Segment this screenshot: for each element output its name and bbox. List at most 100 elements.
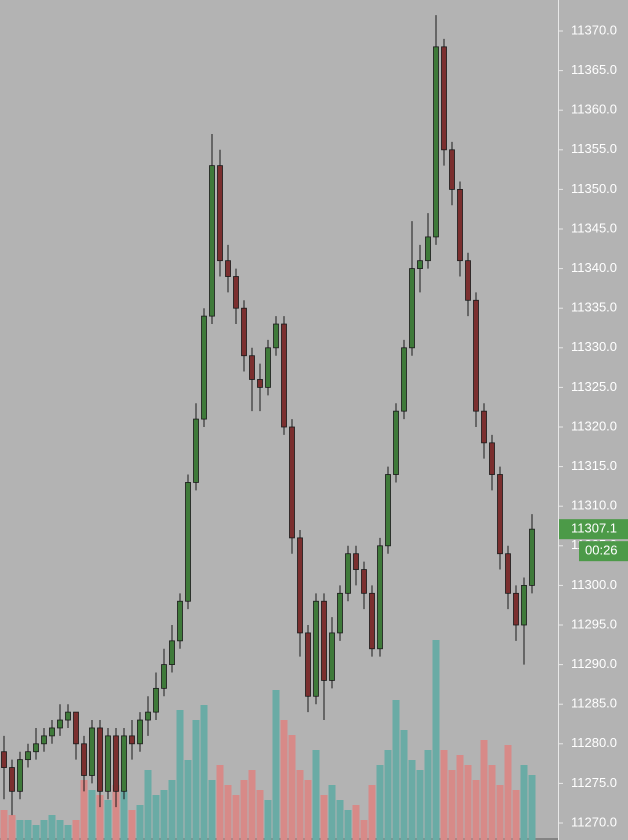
candle-body [465,260,471,301]
candle-body [89,727,95,776]
volume-bar [96,795,104,840]
volume-bar [504,745,512,840]
volume-bar [424,750,432,840]
candle-body [273,323,279,349]
candle-body [145,711,151,721]
volume-bar [304,780,312,840]
volume-bar [144,770,152,840]
volume-bar [40,820,48,840]
candle-body [417,260,423,269]
volume-bar [360,820,368,840]
candle-body [265,347,271,388]
volume-bar [48,815,56,840]
candle-body [297,537,303,634]
volume-bar [288,735,296,840]
candle-body [457,188,463,262]
candle-body [513,592,519,626]
y-tick-label: 11345.0 [571,220,617,235]
candle-body [473,299,479,412]
volume-bar [448,770,456,840]
volume-bar [352,805,360,840]
volume-bar [328,785,336,840]
volume-bar [520,765,528,840]
volume-bar [296,770,304,840]
candle-body [193,418,199,483]
candle-body [81,743,87,776]
volume-bar [496,785,504,840]
volume-bar [120,790,128,840]
volume-bar [216,765,224,840]
candle-body [361,569,367,594]
candle-body [505,553,511,594]
candle-body [289,426,295,539]
y-tick-label: 11280.0 [571,735,617,750]
volume-bar [432,640,440,840]
volume-bar [88,790,96,840]
volume-bar [320,795,328,840]
candle-body [137,719,143,745]
volume-bar [456,755,464,840]
volume-bar [280,720,288,840]
volume-bar [112,785,120,840]
candle-body [217,165,223,262]
volume-bar [208,780,216,840]
candle-body [305,632,311,697]
price-tag-label: 11307.1 [571,521,617,536]
volume-bar [464,765,472,840]
countdown-tag [579,541,628,562]
volume-bar [152,795,160,840]
y-tick-label: 11350.0 [571,181,617,196]
candle-body [449,149,455,190]
volume-bar [248,770,256,840]
candle-body [9,767,15,792]
y-tick-label: 11360.0 [571,102,617,117]
volume-bar [8,815,16,840]
candle-body [233,276,239,309]
candle-body [41,735,47,745]
candle-body [33,743,39,753]
y-tick-label: 11295.0 [571,616,617,631]
volume-bar [160,790,168,840]
y-tick-label: 11370.0 [571,22,617,37]
volume-bar [136,805,144,840]
candle-body [249,355,255,380]
volume-bar [176,710,184,840]
y-tick-label: 11315.0 [571,458,617,473]
volume-bar [184,760,192,840]
volume-bar [440,750,448,840]
volume-bar [232,795,240,840]
candle-body [113,735,119,792]
volume-bar [264,800,272,840]
volume-bar [80,780,88,840]
volume-bar [312,750,320,840]
candle-body [441,46,447,151]
y-tick-label: 11300.0 [571,577,617,592]
candle-body [481,410,487,444]
y-tick-label: 11290.0 [571,656,617,671]
candle-body [153,687,159,713]
candle-body [489,442,495,475]
candle-body [65,711,71,721]
volume-bar [64,825,72,840]
candle-body [57,719,63,729]
candle-body [73,711,79,745]
candle-body [225,260,231,277]
candle-body [49,727,55,737]
candle-body [201,315,207,420]
y-tick-label: 11275.0 [571,775,617,790]
candle-body [353,553,359,570]
volume-bar [24,820,32,840]
y-tick-label: 11330.0 [571,339,617,354]
y-tick-label: 11365.0 [571,62,617,77]
candle-body [329,632,335,681]
y-tick-label: 11320.0 [571,418,617,433]
candle-body [121,735,127,792]
candle-body [281,323,287,428]
volume-bar [376,765,384,840]
candle-body [401,347,407,412]
candle-body [345,553,351,594]
y-tick-label: 11325.0 [571,379,617,394]
candle-body [241,307,247,357]
candle-body [185,482,191,602]
